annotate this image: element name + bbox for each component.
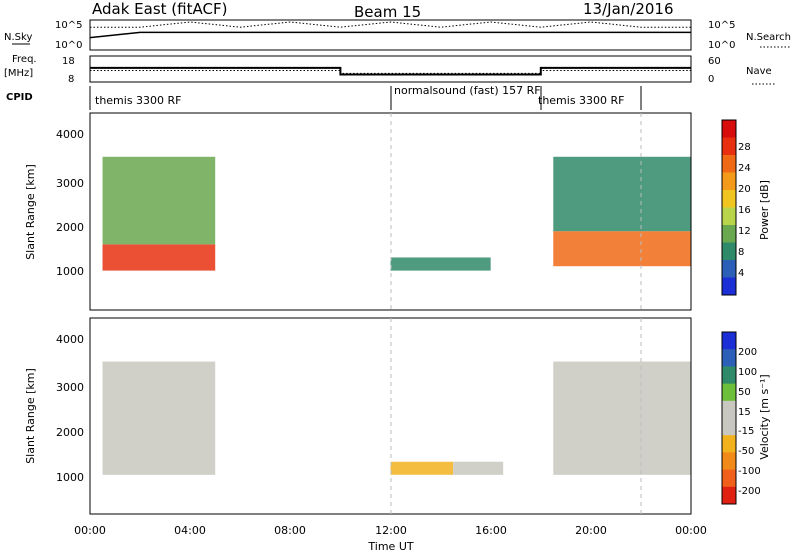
power-colorbar-swatch-9 bbox=[722, 277, 736, 296]
velocity-ytick-4000: 4000 bbox=[56, 333, 84, 346]
power-ylabel: Slant Range [km] bbox=[24, 164, 37, 260]
nave-series-line bbox=[90, 70, 691, 74]
power-colorbar-swatch-6 bbox=[722, 225, 736, 243]
vel-colorbar-frame bbox=[721, 331, 737, 505]
velocity-ylabel: Slant Range [km] bbox=[24, 368, 37, 464]
vel-colorbar-swatch-6 bbox=[722, 435, 736, 453]
nave-tick-top: 60 bbox=[708, 56, 721, 67]
vel-cb-tick-50: 50 bbox=[738, 387, 751, 398]
noise-tick-left-bottom: 10^0 bbox=[55, 40, 82, 51]
power-cb-tick-8: 8 bbox=[738, 247, 744, 258]
power-marks-region-1 bbox=[102, 156, 216, 245]
noise-tick-right-bottom: 10^0 bbox=[708, 40, 735, 51]
power-cb-tick-12: 12 bbox=[738, 226, 751, 237]
vel-cb-tick-neg200: -200 bbox=[738, 486, 761, 497]
station-title: Adak East (fitACF) bbox=[92, 0, 227, 18]
power-cb-tick-16: 16 bbox=[738, 205, 751, 216]
power-colorbar-swatch-3 bbox=[722, 172, 736, 191]
vel-marks-region-2 bbox=[453, 461, 504, 475]
power-ytick-2000: 2000 bbox=[56, 221, 84, 234]
beam-title: Beam 15 bbox=[354, 3, 421, 21]
vel-cb-tick-neg100: -100 bbox=[738, 466, 761, 477]
vel-cb-tick-neg50: -50 bbox=[738, 446, 754, 457]
xtick-24: 00:00 bbox=[675, 524, 707, 537]
nsky-label: N.Sky bbox=[4, 32, 32, 43]
vel-cb-tick-100: 100 bbox=[738, 367, 757, 378]
nsearch-series-line bbox=[90, 21, 691, 28]
power-marks-region-4 bbox=[553, 156, 691, 232]
cpid-segment-label-2: normalsound (fast) 157 RF bbox=[394, 84, 541, 97]
freq-tick-top: 18 bbox=[62, 56, 75, 67]
xtick-08: 08:00 bbox=[274, 524, 306, 537]
freq-tick-bottom: 8 bbox=[68, 74, 74, 85]
power-cb-tick-4: 4 bbox=[738, 268, 744, 279]
date-title: 13/Jan/2016 bbox=[583, 0, 674, 18]
power-colorbar-swatch-0 bbox=[722, 120, 736, 138]
vel-colorbar-swatch-7 bbox=[722, 452, 736, 471]
power-colorbar-swatch-7 bbox=[722, 242, 736, 261]
velocity-colorbar bbox=[721, 331, 737, 505]
vel-marks-region-0 bbox=[102, 361, 216, 475]
velocity-ytick-1000: 1000 bbox=[56, 471, 84, 484]
power-ytick-4000: 4000 bbox=[56, 128, 84, 141]
nsearch-label: N.Search bbox=[746, 32, 791, 43]
power-colorbar-frame bbox=[721, 119, 737, 296]
vel-colorbar-swatch-8 bbox=[722, 469, 736, 488]
power-cb-tick-28: 28 bbox=[738, 142, 751, 153]
power-colorbar-swatch-5 bbox=[722, 207, 736, 226]
velocity-colorbar-label: Velocity [m s⁻¹] bbox=[758, 374, 771, 459]
cpid-segment-label-3: themis 3300 RF bbox=[538, 94, 625, 107]
nave-label: Nave bbox=[746, 66, 772, 77]
vel-cb-tick-neg15: -15 bbox=[738, 426, 754, 437]
cpid-segment-label-1: themis 3300 RF bbox=[95, 94, 182, 107]
vel-colorbar-swatch-5 bbox=[722, 418, 736, 436]
vel-marks-region-3 bbox=[553, 361, 691, 475]
power-colorbar-swatch-2 bbox=[722, 155, 736, 173]
freq-series-line bbox=[90, 66, 691, 76]
power-marks-region-0 bbox=[102, 244, 216, 271]
power-marks-region-2 bbox=[390, 257, 491, 271]
xtick-20: 20:00 bbox=[575, 524, 607, 537]
power-colorbar-swatch-1 bbox=[722, 137, 736, 156]
vel-colorbar-swatch-3 bbox=[722, 383, 736, 402]
vel-cb-tick-200: 200 bbox=[738, 347, 757, 358]
vel-colorbar-swatch-9 bbox=[722, 486, 736, 505]
xtick-04: 04:00 bbox=[174, 524, 206, 537]
vel-colorbar-swatch-4 bbox=[722, 400, 736, 419]
power-marks-region-3 bbox=[553, 231, 691, 267]
freq-label-line1: Freq. bbox=[12, 54, 37, 65]
velocity-ytick-3000: 3000 bbox=[56, 381, 84, 394]
power-colorbar-label: Power [dB] bbox=[758, 180, 771, 240]
noise-tick-right-top: 10^5 bbox=[708, 20, 735, 31]
velocity-heatmap bbox=[102, 361, 691, 475]
power-cb-tick-24: 24 bbox=[738, 163, 751, 174]
xaxis-label: Time UT bbox=[367, 540, 413, 553]
power-colorbar-swatch-4 bbox=[722, 190, 736, 208]
vel-colorbar-swatch-2 bbox=[722, 366, 736, 385]
power-ytick-3000: 3000 bbox=[56, 177, 84, 190]
freq-panel-frame bbox=[89, 55, 692, 83]
xtick-00: 00:00 bbox=[74, 524, 106, 537]
freq-label-line2: [MHz] bbox=[4, 68, 33, 79]
power-colorbar bbox=[721, 119, 737, 296]
noise-tick-left-top: 10^5 bbox=[55, 20, 82, 31]
nsky-series-line bbox=[89, 31, 691, 39]
power-heatmap bbox=[102, 156, 691, 271]
vel-marks-region-1 bbox=[390, 461, 454, 475]
velocity-ytick-2000: 2000 bbox=[56, 426, 84, 439]
power-cb-tick-20: 20 bbox=[738, 184, 751, 195]
xtick-12: 12:00 bbox=[375, 524, 407, 537]
power-ytick-1000: 1000 bbox=[56, 265, 84, 278]
cpid-label: CPID bbox=[6, 92, 33, 103]
xtick-16: 16:00 bbox=[475, 524, 507, 537]
vel-colorbar-swatch-0 bbox=[722, 332, 736, 350]
noise-panel-frame bbox=[89, 19, 692, 51]
vel-cb-tick-15: 15 bbox=[738, 407, 751, 418]
nave-tick-bottom: 0 bbox=[708, 74, 714, 85]
power-colorbar-swatch-8 bbox=[722, 260, 736, 278]
vel-colorbar-swatch-1 bbox=[722, 349, 736, 367]
